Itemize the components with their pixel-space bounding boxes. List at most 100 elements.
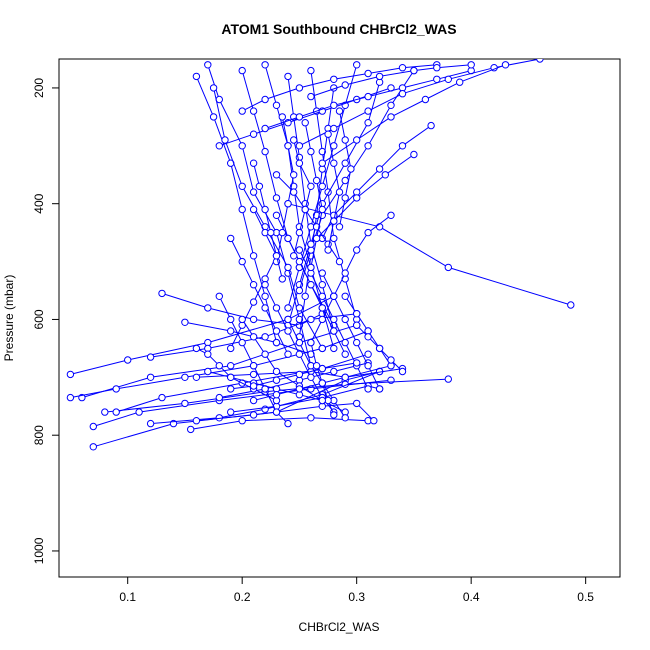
data-point bbox=[318, 396, 326, 405]
y-tick-label: 800 bbox=[32, 425, 46, 445]
x-axis-label: CHBrCl2_WAS bbox=[299, 620, 380, 634]
data-point bbox=[295, 315, 304, 324]
data-point bbox=[375, 165, 384, 173]
data-point bbox=[353, 399, 361, 408]
data-point bbox=[295, 246, 304, 254]
data-point bbox=[353, 194, 361, 202]
series-line-51 bbox=[253, 365, 392, 401]
data-point bbox=[364, 333, 372, 341]
series-line-49 bbox=[207, 371, 323, 401]
data-point bbox=[249, 205, 258, 214]
data-point bbox=[330, 327, 338, 335]
data-point bbox=[255, 182, 264, 191]
data-point bbox=[341, 315, 349, 324]
data-point bbox=[227, 362, 235, 370]
data-point bbox=[146, 373, 155, 381]
data-point bbox=[204, 61, 212, 69]
data-point bbox=[249, 298, 258, 306]
data-point bbox=[381, 171, 389, 179]
series-line-37 bbox=[310, 64, 472, 98]
series-line-55 bbox=[304, 122, 323, 268]
data-point bbox=[284, 72, 292, 81]
data-point bbox=[221, 136, 229, 144]
data-point bbox=[364, 228, 372, 237]
data-point bbox=[301, 292, 309, 300]
data-point bbox=[284, 263, 292, 272]
data-point bbox=[272, 194, 281, 202]
data-point bbox=[567, 301, 575, 309]
data-point bbox=[158, 289, 166, 298]
data-point bbox=[290, 136, 298, 144]
data-point bbox=[398, 367, 407, 376]
data-point bbox=[318, 269, 326, 277]
data-point bbox=[318, 379, 326, 387]
data-point bbox=[387, 113, 395, 121]
data-point bbox=[330, 234, 338, 243]
data-point bbox=[341, 81, 349, 89]
data-point bbox=[307, 240, 315, 248]
data-point bbox=[353, 321, 361, 329]
x-axis: 0.1 0.2 0.3 0.4 0.5 bbox=[119, 576, 594, 604]
data-point bbox=[272, 211, 281, 220]
data-point bbox=[330, 411, 338, 419]
data-point bbox=[272, 252, 281, 260]
data-point bbox=[364, 362, 372, 370]
data-point bbox=[335, 107, 344, 115]
y-tick-label: 600 bbox=[32, 309, 46, 329]
chart-title: ATOM1 Southbound CHBrCl2_WAS bbox=[221, 21, 456, 37]
data-point bbox=[238, 205, 246, 214]
data-point bbox=[249, 396, 258, 405]
data-point bbox=[204, 350, 212, 358]
data-point bbox=[410, 66, 418, 75]
data-point bbox=[249, 130, 258, 138]
data-point bbox=[238, 107, 246, 115]
data-point bbox=[249, 281, 258, 289]
data-point bbox=[284, 315, 292, 324]
data-point bbox=[272, 171, 281, 179]
data-point bbox=[353, 246, 361, 254]
data-point bbox=[295, 385, 304, 393]
data-point bbox=[335, 257, 344, 266]
data-point bbox=[444, 375, 452, 383]
data-point bbox=[295, 338, 304, 347]
data-point bbox=[318, 182, 326, 191]
data-point bbox=[398, 90, 407, 98]
data-point bbox=[330, 101, 338, 110]
data-point bbox=[364, 92, 372, 101]
data-point bbox=[295, 113, 304, 121]
data-point bbox=[364, 107, 372, 115]
data-point bbox=[410, 150, 418, 159]
x-tick-label: 0.3 bbox=[348, 590, 365, 604]
data-point bbox=[215, 362, 224, 370]
data-point bbox=[330, 142, 338, 150]
data-point bbox=[330, 75, 338, 84]
data-point bbox=[353, 359, 361, 367]
data-point bbox=[238, 142, 246, 150]
series-line-39 bbox=[230, 238, 289, 355]
data-point bbox=[284, 419, 292, 428]
data-point bbox=[307, 147, 315, 156]
data-point bbox=[249, 333, 258, 341]
data-point bbox=[278, 113, 286, 121]
data-point bbox=[364, 385, 372, 393]
data-point bbox=[433, 75, 441, 84]
data-point bbox=[444, 75, 452, 84]
data-point bbox=[209, 113, 218, 121]
data-point bbox=[312, 176, 321, 185]
data-point bbox=[249, 362, 258, 370]
data-point bbox=[238, 257, 246, 266]
data-point bbox=[278, 275, 286, 283]
data-point bbox=[272, 327, 281, 335]
data-point bbox=[238, 66, 246, 75]
data-point bbox=[261, 95, 269, 104]
data-point bbox=[101, 408, 109, 416]
data-point bbox=[249, 188, 258, 196]
data-point bbox=[398, 64, 407, 72]
data-point bbox=[307, 263, 315, 272]
data-point bbox=[284, 234, 292, 243]
data-point bbox=[272, 408, 281, 416]
data-point bbox=[318, 304, 326, 312]
data-point bbox=[341, 338, 349, 347]
data-point bbox=[364, 119, 372, 127]
data-point bbox=[227, 373, 235, 381]
